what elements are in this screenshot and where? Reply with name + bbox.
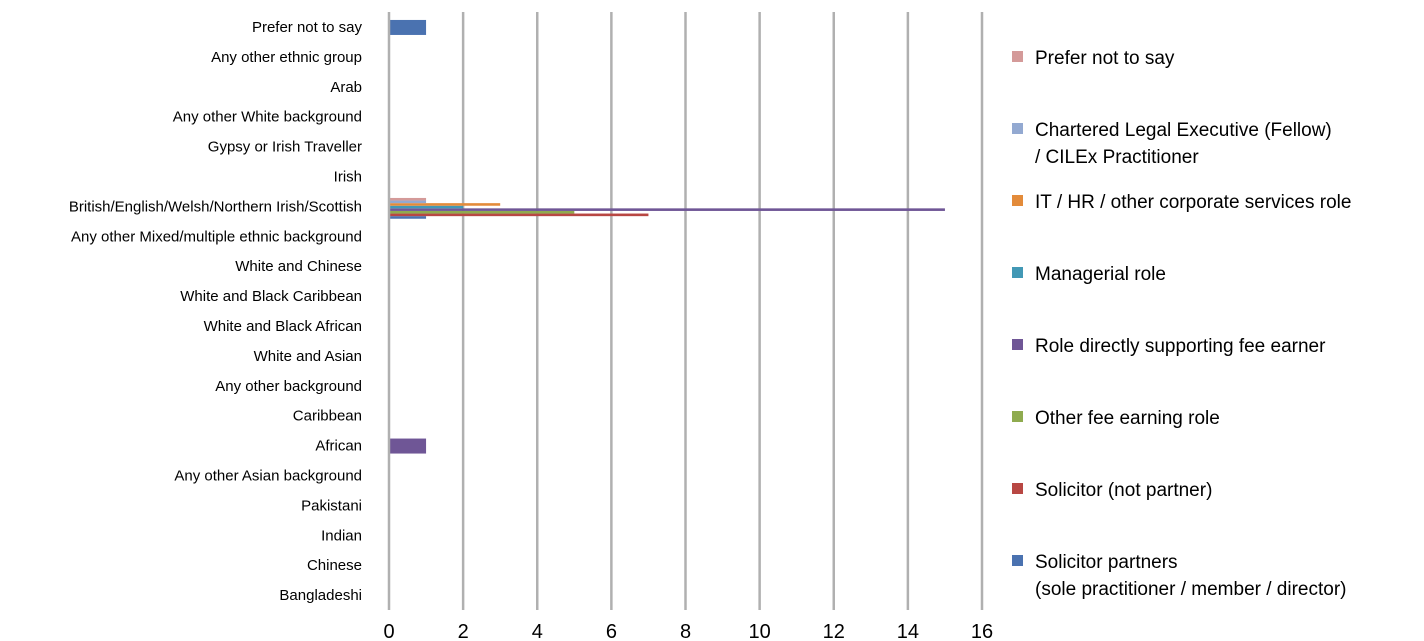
x-tick-labels: 0 2 4 6 8 10 12 14 16 — [383, 621, 993, 641]
bar-0-0 — [390, 19, 427, 35]
category-label: White and Asian — [254, 348, 362, 365]
bar-1-6 — [390, 213, 649, 217]
category-label: Chinese — [307, 557, 362, 574]
legend-label: Prefer not to say — [1035, 48, 1175, 69]
legend-label: IT / HR / other corporate services role — [1035, 192, 1351, 213]
category-label: Any other ethnic group — [211, 49, 362, 66]
x-tick-label: 6 — [606, 621, 617, 641]
category-label: British/English/Welsh/Northern Irish/Sco… — [69, 198, 362, 215]
category-label: White and Chinese — [235, 258, 362, 275]
legend: Prefer not to say Chartered Legal Executi… — [1012, 48, 1351, 600]
legend-swatch — [1012, 267, 1023, 278]
legend-swatch — [1012, 51, 1023, 62]
legend-label: Solicitor (not partner) — [1035, 480, 1212, 501]
category-label: Any other background — [215, 378, 362, 395]
legend-label: Solicitor partners — [1035, 552, 1178, 573]
category-label: Bangladeshi — [279, 587, 362, 604]
x-tick-label: 10 — [749, 621, 771, 641]
x-tick-label: 16 — [971, 621, 993, 641]
gridlines — [461, 12, 984, 610]
legend-swatch — [1012, 483, 1023, 494]
category-label: Irish — [334, 168, 362, 185]
x-tick-label: 4 — [532, 621, 543, 641]
bar-2-6 — [390, 210, 575, 214]
category-label: Prefer not to say — [252, 19, 363, 36]
category-label: Pakistani — [301, 497, 362, 514]
bar-5-6 — [390, 203, 501, 206]
x-tick-label: 14 — [897, 621, 919, 641]
category-label: Gypsy or Irish Traveller — [208, 139, 362, 156]
legend-swatch — [1012, 411, 1023, 422]
bar-4-6 — [390, 205, 464, 209]
bar-3-14 — [390, 438, 427, 454]
legend-label: Chartered Legal Executive (Fellow) — [1035, 120, 1332, 141]
legend-label: Role directly supporting fee earner — [1035, 336, 1326, 357]
legend-swatch — [1012, 555, 1023, 566]
x-tick-label: 0 — [383, 621, 394, 641]
category-label: Any other White background — [173, 109, 362, 126]
legend-swatch — [1012, 123, 1023, 134]
x-tick-label: 2 — [458, 621, 469, 641]
x-tick-label: 8 — [680, 621, 691, 641]
category-label: Caribbean — [293, 408, 362, 425]
category-label: White and Black African — [204, 318, 362, 335]
bar-0-6 — [390, 216, 427, 219]
category-label: White and Black Caribbean — [180, 288, 362, 305]
bar-3-6 — [390, 208, 945, 211]
legend-label: (sole practitioner / member / director) — [1035, 579, 1347, 600]
category-label: Arab — [330, 79, 362, 96]
legend-label: Managerial role — [1035, 264, 1166, 285]
bars — [390, 19, 945, 454]
x-tick-label: 12 — [823, 621, 845, 641]
category-label: Indian — [321, 527, 362, 544]
category-labels: Prefer not to say Any other ethnic group A… — [69, 19, 363, 604]
bar-7-6 — [390, 197, 427, 201]
category-label: African — [315, 438, 362, 455]
legend-swatch — [1012, 339, 1023, 350]
category-label: Any other Asian background — [174, 467, 362, 484]
legend-label: / CILEx Practitioner — [1035, 147, 1199, 168]
category-label: Any other Mixed/multiple ethnic backgrou… — [71, 228, 362, 245]
bar-6-6 — [390, 200, 427, 204]
legend-swatch — [1012, 195, 1023, 206]
legend-label: Other fee earning role — [1035, 408, 1220, 429]
